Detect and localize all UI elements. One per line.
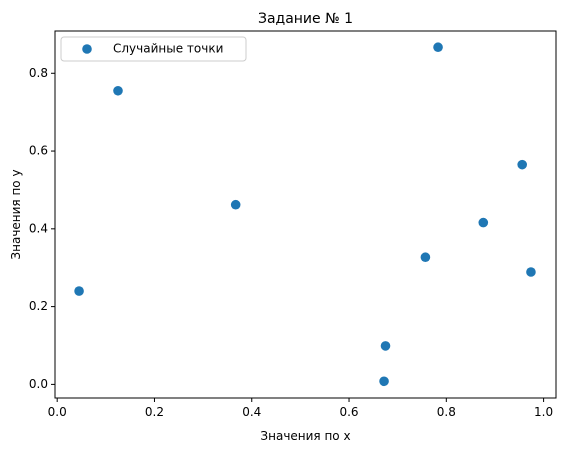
y-tick-label: 0.8 [29, 66, 48, 80]
y-tick-label: 0.2 [29, 299, 48, 313]
scatter-point [478, 217, 489, 228]
legend-label: Случайные точки [113, 42, 223, 56]
legend-box [60, 36, 247, 62]
y-tick-label: 0.0 [29, 377, 48, 391]
x-tick-label: 0.4 [242, 405, 261, 419]
x-tick-label: 0.0 [48, 405, 67, 419]
scatter-point [526, 267, 536, 277]
data-points [74, 42, 536, 387]
scatter-point [379, 376, 389, 387]
y-tick-label: 0.6 [29, 144, 48, 158]
scatter-point [74, 286, 84, 296]
y-axis-label: Значения по y [9, 169, 23, 259]
scatter-point [420, 252, 431, 263]
scatter-point [433, 42, 443, 53]
legend: Случайные точки [60, 36, 247, 62]
y-tick-label: 0.4 [29, 221, 48, 235]
x-tick-label: 1.0 [534, 405, 553, 419]
legend-marker [82, 44, 92, 54]
x-tick-label: 0.6 [339, 405, 358, 419]
axis-ticks: 0.0 0.2 0.4 0.6 0.8 1.0 0.0 0.2 0.4 0.6 0.8 [29, 66, 553, 419]
x-axis-label: Значения по x [260, 429, 350, 443]
scatter-point [517, 159, 527, 170]
x-tick-label: 0.2 [145, 405, 164, 419]
chart-title: Задание № 1 [258, 11, 353, 27]
plot-frame [54, 30, 557, 399]
x-tick-label: 0.8 [437, 405, 456, 419]
scatter-point [380, 341, 391, 351]
scatter-point [113, 85, 123, 96]
scatter-point [230, 199, 241, 210]
